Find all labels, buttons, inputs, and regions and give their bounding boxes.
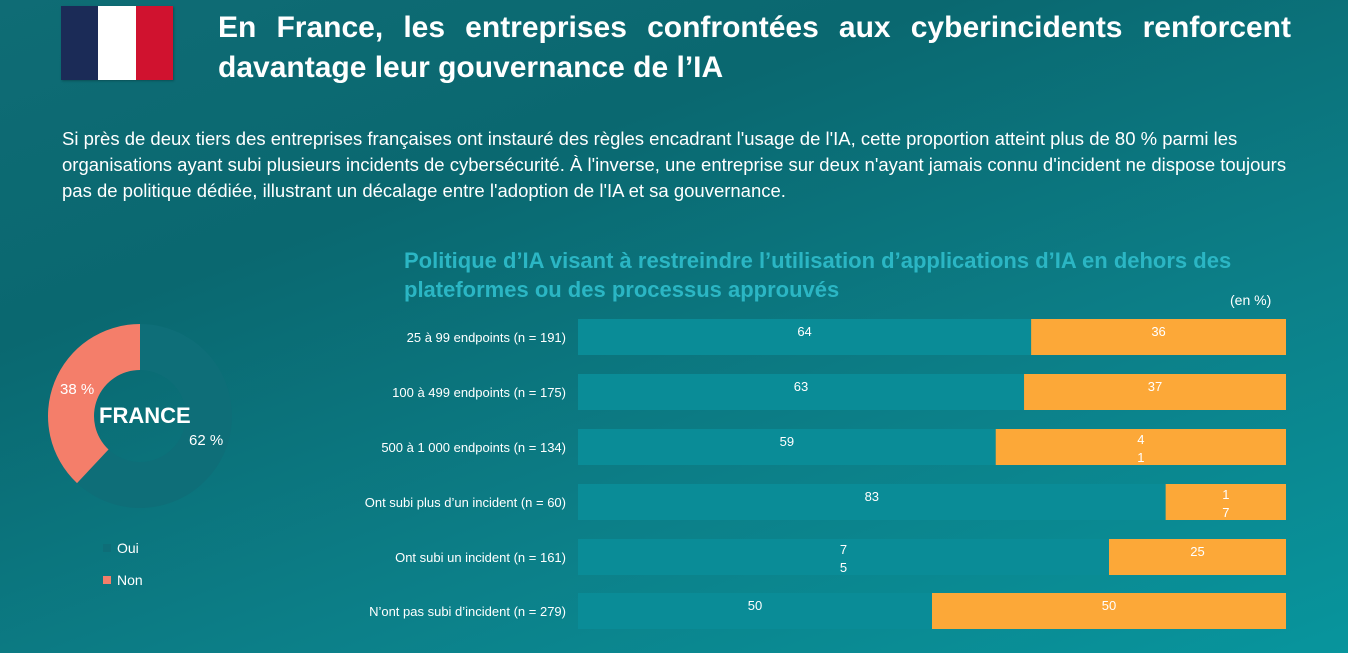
donut-center-label: FRANCE: [99, 403, 191, 428]
flag-white-stripe: [98, 6, 136, 80]
bar-oui-1: [578, 374, 1025, 410]
donut-slice-oui: [77, 324, 232, 508]
legend-item-oui: Oui: [103, 540, 143, 556]
value-label-non-4: 25: [1190, 544, 1204, 559]
legend-swatch-oui: [103, 544, 111, 552]
bar-non-4: [1109, 539, 1286, 575]
intro-paragraph: Si près de deux tiers des entreprises fr…: [62, 128, 1287, 201]
bar-oui-0: [578, 319, 1032, 355]
chart-title: Politique d’IA visant à restreindre l’ut…: [404, 248, 1232, 302]
flag-red-stripe: [135, 6, 173, 80]
category-label-1: 100 à 499 endpoints (n = 175): [392, 385, 566, 400]
bar-non-2: [995, 429, 1286, 465]
donut-slice-non: [47, 324, 140, 484]
france-flag: [61, 6, 173, 80]
value-label-oui-2: 59: [780, 434, 794, 449]
bar-non-5: [932, 593, 1286, 629]
legend-item-non: Non: [103, 572, 143, 588]
donut-chart: [40, 316, 240, 516]
category-label-0: 25 à 99 endpoints (n = 191): [407, 330, 566, 345]
bar-oui-3: [578, 484, 1166, 520]
category-label-2: 500 à 1 000 endpoints (n = 134): [381, 440, 566, 455]
category-label-4: Ont subi un incident (n = 161): [395, 550, 566, 565]
bar-non-1: [1024, 374, 1286, 410]
category-label-5: N’ont pas subi d’incident (n = 279): [369, 604, 566, 619]
donut-svg: [47, 324, 232, 508]
flag-blue-stripe: [61, 6, 99, 80]
bar-oui-4: [578, 539, 1109, 575]
legend-label-non: Non: [117, 572, 143, 588]
donut-label-non: 38 %: [60, 381, 95, 398]
value-label-oui-0: 64: [797, 324, 811, 339]
bar-non-3: [1165, 484, 1286, 520]
value-label-non-5: 50: [1102, 598, 1116, 613]
value-label-non-0: 36: [1151, 324, 1165, 339]
category-label-3: Ont subi plus d’un incident (n = 60): [365, 495, 566, 510]
legend-swatch-non: [103, 576, 111, 584]
value-label-oui-5: 50: [748, 598, 762, 613]
value-label-oui-1: 63: [794, 379, 808, 394]
donut-label-oui: 62 %: [189, 432, 224, 449]
donut-legend: Oui Non: [103, 540, 143, 604]
chart-unit: (en %): [1230, 292, 1272, 308]
page-title: En France, les entreprises confrontées a…: [218, 11, 1291, 84]
value-label-oui-3: 83: [865, 489, 879, 504]
bar-oui-2: [578, 429, 996, 465]
bar-non-0: [1031, 319, 1286, 355]
value-label-non-1: 37: [1148, 379, 1162, 394]
bar-oui-5: [578, 593, 932, 629]
legend-label-oui: Oui: [117, 540, 139, 556]
